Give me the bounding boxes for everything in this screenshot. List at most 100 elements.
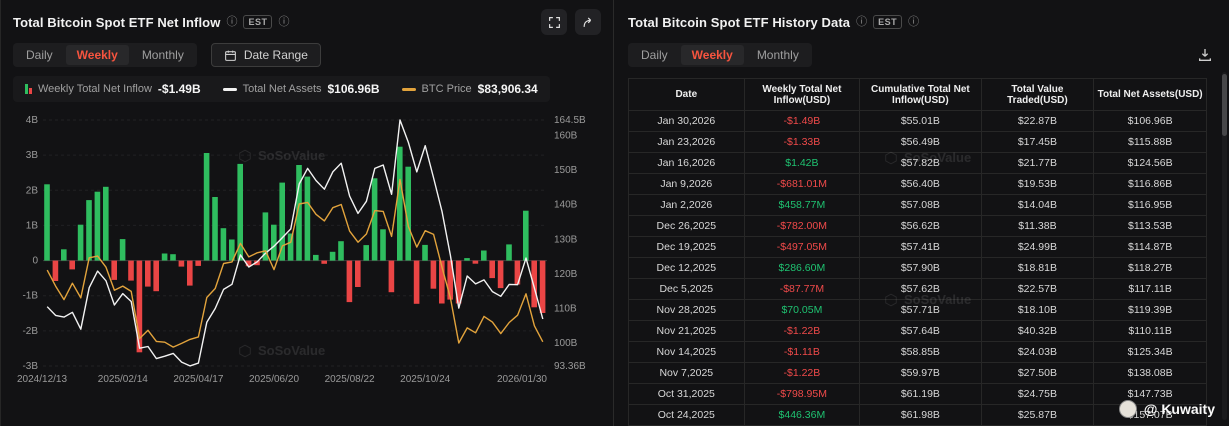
white-line-icon (222, 87, 237, 91)
table-row[interactable]: Dec 5,2025 -$87.77M $57.62B $22.57B $117.11B (628, 278, 1207, 300)
legend-weekly-net-inflow[interactable]: Weekly Total Net Inflow -$1.49B (25, 82, 201, 96)
table-row[interactable]: Dec 12,2025 $286.60M $57.90B $18.81B $118.27… (628, 257, 1207, 279)
share-button[interactable] (575, 9, 601, 35)
est-badge: EST (873, 15, 903, 29)
period-tabs: Daily Weekly Monthly (13, 43, 197, 67)
table-scrollbar[interactable] (1222, 72, 1227, 420)
table-cell: $22.57B (980, 278, 1095, 300)
table-cell: Jan 9,2026 (628, 173, 745, 195)
table-cell: $57.62B (859, 278, 982, 300)
table-cell: $114.87B (1093, 236, 1207, 258)
chart-legend: Weekly Total Net Inflow -$1.49B Total Ne… (13, 76, 550, 102)
table-cell: Nov 7,2025 (628, 362, 745, 384)
table-cell: Jan 16,2026 (628, 152, 745, 174)
table-cell: -$87.77M (743, 278, 861, 300)
table-row[interactable]: Nov 28,2025 $70.05M $57.71B $18.10B $119.39B (628, 299, 1207, 321)
table-cell: $59.97B (859, 362, 982, 384)
table-row[interactable]: Nov 14,2025 -$1.11B $58.85B $24.03B $125.34B (628, 341, 1207, 363)
chart-tab-daily[interactable]: Daily (15, 45, 64, 65)
svg-text:120B: 120B (554, 269, 578, 280)
table-row[interactable]: Jan 23,2026 -$1.33B $56.49B $17.45B $115.88B (628, 131, 1207, 153)
table-cell: Nov 14,2025 (628, 341, 745, 363)
table-cell: $21.77B (980, 152, 1095, 174)
table-cell: $19.53B (980, 173, 1095, 195)
table-row[interactable]: Dec 26,2025 -$782.00M $56.62B $11.38B $113.5… (628, 215, 1207, 237)
table-cell: Jan 2,2026 (628, 194, 745, 216)
download-button[interactable] (1195, 45, 1215, 65)
table-row[interactable]: Nov 21,2025 -$1.22B $57.64B $40.32B $110.11B (628, 320, 1207, 342)
table-cell: $106.96B (1093, 110, 1207, 132)
kuwaity-avatar-icon (1118, 400, 1137, 418)
table-row[interactable]: Jan 30,2026 -$1.49B $55.01B $22.87B $106.96B (628, 110, 1207, 132)
table-cell: $58.85B (859, 341, 982, 363)
svg-text:2024/12/13: 2024/12/13 (17, 374, 67, 385)
info-icon[interactable]: ⓘ (226, 15, 238, 28)
table-cell: $57.82B (859, 152, 982, 174)
table-tab-daily[interactable]: Daily (630, 45, 679, 65)
legend-btc-price[interactable]: BTC Price $83,906.34 (401, 82, 538, 96)
table-row[interactable]: Jan 16,2026 $1.42B $57.82B $21.77B $124.56B (628, 152, 1207, 174)
net-inflow-chart[interactable]: 4B 3B 2B 1B 0 -1B -2B -3B 164.5B 160B 150B 140B 130B… (13, 108, 601, 408)
chart-tab-weekly[interactable]: Weekly (65, 45, 129, 65)
table-tab-weekly[interactable]: Weekly (680, 45, 744, 65)
kuwaity-handle: @ Kuwaity (1143, 401, 1215, 417)
scrollbar-thumb[interactable] (1222, 74, 1227, 136)
download-icon (1199, 49, 1211, 61)
table-cell: Jan 30,2026 (628, 110, 745, 132)
table-cell: $25.87B (980, 404, 1095, 426)
table-cell: $17.45B (980, 131, 1095, 153)
legend-total-net-assets[interactable]: Total Net Assets $106.96B (222, 82, 380, 96)
info-icon[interactable]: ⓘ (278, 15, 290, 28)
chart-canvas[interactable]: 4B 3B 2B 1B 0 -1B -2B -3B 164.5B 160B 150B 140B 130B… (13, 108, 601, 396)
table-cell: -$1.11B (743, 341, 861, 363)
table-cell: $56.49B (859, 131, 982, 153)
table-tab-monthly[interactable]: Monthly (746, 45, 810, 65)
chart-tab-monthly[interactable]: Monthly (131, 45, 195, 65)
svg-text:1B: 1B (26, 220, 39, 231)
orange-line-icon (401, 87, 416, 91)
table-cell: $18.81B (980, 257, 1095, 279)
info-icon[interactable]: ⓘ (908, 15, 920, 28)
chart-title: Total Bitcoin Spot ETF Net Inflow (13, 14, 221, 30)
table-row[interactable]: Nov 7,2025 -$1.22B $59.97B $27.50B $138.08B (628, 362, 1207, 384)
table-cell: -$782.00M (743, 215, 861, 237)
table-row[interactable]: Jan 9,2026 -$681.01M $56.40B $19.53B $116.86… (628, 173, 1207, 195)
table-cell: $57.08B (859, 194, 982, 216)
table-row[interactable]: Jan 2,2026 $458.77M $57.08B $14.04B $116.95B (628, 194, 1207, 216)
date-range-button[interactable]: Date Range (210, 43, 321, 67)
svg-text:2025/02/14: 2025/02/14 (98, 374, 148, 385)
table-cell: $57.90B (859, 257, 982, 279)
svg-text:0: 0 (32, 256, 38, 267)
column-header-3: Total Value Traded(USD) (980, 78, 1095, 111)
svg-text:140B: 140B (554, 200, 578, 211)
table-cell: $119.39B (1093, 299, 1207, 321)
table-cell: $61.19B (859, 383, 982, 405)
period-tabs: Daily Weekly Monthly (628, 43, 812, 67)
table-row[interactable]: Dec 19,2025 -$497.05M $57.41B $24.99B $114.8… (628, 236, 1207, 258)
legend-value: $83,906.34 (477, 82, 538, 96)
table-cell: Nov 28,2025 (628, 299, 745, 321)
calendar-icon (224, 50, 236, 61)
svg-text:-3B: -3B (22, 361, 38, 372)
table-cell: $55.01B (859, 110, 982, 132)
table-cell: $56.40B (859, 173, 982, 195)
svg-text:2026/01/30: 2026/01/30 (497, 374, 547, 385)
svg-text:2025/08/22: 2025/08/22 (325, 374, 375, 385)
table-cell: Dec 19,2025 (628, 236, 745, 258)
svg-text:-2B: -2B (22, 326, 38, 337)
svg-text:110B: 110B (554, 304, 577, 315)
bars-icon (25, 84, 32, 94)
date-range-label: Date Range (243, 48, 308, 62)
table-cell: $22.87B (980, 110, 1095, 132)
info-icon[interactable]: ⓘ (856, 15, 868, 28)
column-header-1: Weekly Total Net Inflow(USD) (743, 78, 861, 111)
table-cell: $70.05M (743, 299, 861, 321)
fullscreen-button[interactable] (541, 9, 567, 35)
table-header-row: Date Weekly Total Net Inflow(USD) Cumulati… (628, 78, 1207, 111)
table-cell: -$1.22B (743, 362, 861, 384)
table-cell: $56.62B (859, 215, 982, 237)
svg-text:160B: 160B (554, 131, 578, 142)
table-cell: -$1.49B (743, 110, 861, 132)
svg-text:130B: 130B (554, 234, 578, 245)
